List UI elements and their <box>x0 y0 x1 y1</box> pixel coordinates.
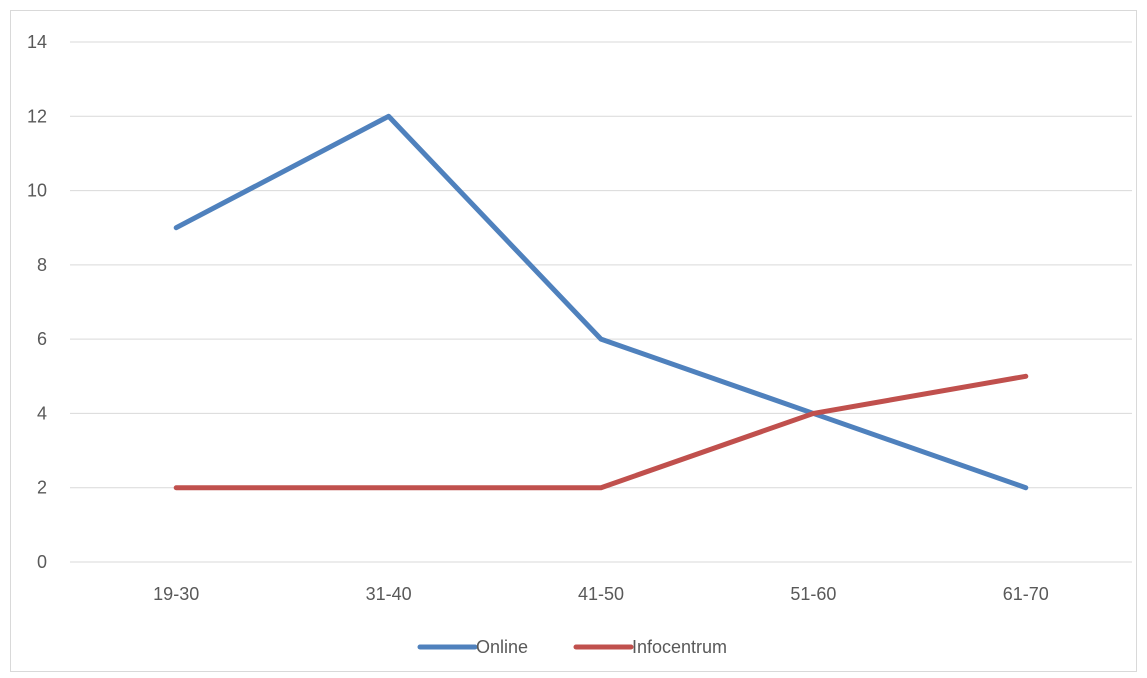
y-tick-label: 0 <box>37 552 47 572</box>
y-tick-label: 4 <box>37 403 47 423</box>
x-tick-label: 19-30 <box>153 584 199 604</box>
x-tick-label: 51-60 <box>790 584 836 604</box>
series-lines <box>173 113 1029 491</box>
y-tick-label: 10 <box>27 181 47 201</box>
y-tick-label: 8 <box>37 255 47 275</box>
series-line-online <box>173 113 1029 491</box>
x-tick-label: 31-40 <box>366 584 412 604</box>
x-tick-label: 61-70 <box>1003 584 1049 604</box>
y-tick-label: 12 <box>27 106 47 126</box>
series-line-infocentrum <box>173 373 1029 491</box>
y-axis-tick-labels: 0 2 4 6 8 10 12 14 <box>27 32 47 572</box>
y-tick-label: 2 <box>37 478 47 498</box>
legend-label-infocentrum: Infocentrum <box>632 637 727 657</box>
y-tick-label: 14 <box>27 32 47 52</box>
y-tick-label: 6 <box>37 329 47 349</box>
legend: Online Infocentrum <box>417 637 727 657</box>
gridlines <box>70 41 1132 563</box>
x-axis-tick-labels: 19-30 31-40 41-50 51-60 61-70 <box>153 584 1049 604</box>
legend-label-online: Online <box>476 637 528 657</box>
x-tick-label: 41-50 <box>578 584 624 604</box>
